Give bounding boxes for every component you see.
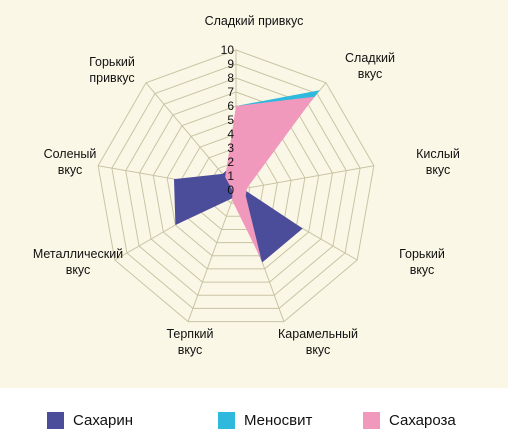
radial-tick-label: 1 [227, 169, 234, 183]
grid-ring [152, 105, 320, 270]
radial-tick-label: 0 [227, 183, 234, 197]
legend-label-saharoza: Сахароза [389, 411, 456, 429]
axis-label: вкус [66, 263, 91, 277]
legend-swatch-menosvit [218, 411, 235, 429]
legend-swatch-saharoza [363, 411, 380, 429]
chart-area: 0 1 2 3 4 5 6 7 8 9 10 Сладкий привкус Сладкий вкус Ки… [0, 0, 508, 388]
axis-label: Кислый [416, 147, 460, 161]
grid-ring [125, 77, 347, 296]
axis-spoke [145, 82, 237, 191]
grid-ring [138, 91, 334, 283]
radial-tick-label: 8 [227, 71, 234, 85]
radial-tick-label: 4 [227, 127, 234, 141]
axis-label: Сладкий [345, 51, 395, 65]
legend-swatch-saharin [47, 411, 64, 429]
axis-spoke [187, 189, 237, 322]
radial-tick-label: 3 [227, 141, 234, 155]
radial-tick-label: 9 [227, 57, 234, 71]
axis-label: Горький [89, 55, 135, 69]
axis-label: Терпкий [166, 327, 213, 341]
grid-ring [180, 133, 292, 244]
axis-label: привкус [89, 71, 134, 85]
axis-label: вкус [58, 163, 83, 177]
grid-ring [166, 119, 306, 257]
legend-item-saharoza: Сахароза [363, 410, 456, 430]
grid-ring [97, 49, 375, 323]
radial-tick-label: 2 [227, 155, 234, 169]
axis-label: Сладкий привкус [205, 14, 304, 28]
legend-item-menosvit: Меносвит [218, 410, 312, 430]
legend-label-menosvit: Меносвит [244, 411, 313, 429]
legend-item-saharin: Сахарин [47, 410, 133, 430]
axis-label: вкус [410, 263, 435, 277]
radial-tick-label: 5 [227, 113, 234, 127]
radial-tick-label: 7 [227, 85, 234, 99]
radial-tick-label: 6 [227, 99, 234, 113]
radial-tick-label: 10 [221, 43, 235, 57]
legend-label-saharin: Сахарин [73, 411, 134, 429]
axis-label: вкус [426, 163, 451, 177]
series-area-0 [174, 157, 303, 263]
grid-ring [111, 63, 361, 309]
series-area-2 [225, 96, 315, 260]
grid-ring [194, 147, 278, 230]
axis-label: вкус [358, 67, 383, 81]
axis-label: Металлический [33, 247, 123, 261]
axis-label: Соленый [44, 147, 97, 161]
axis-label: вкус [178, 343, 203, 357]
axis-label: вкус [306, 343, 331, 357]
legend: Сахарин Меносвит Сахароза [0, 400, 508, 438]
axis-spoke [235, 165, 374, 191]
axis-label: Горький [399, 247, 445, 261]
axis-label: Карамельный [278, 327, 358, 341]
